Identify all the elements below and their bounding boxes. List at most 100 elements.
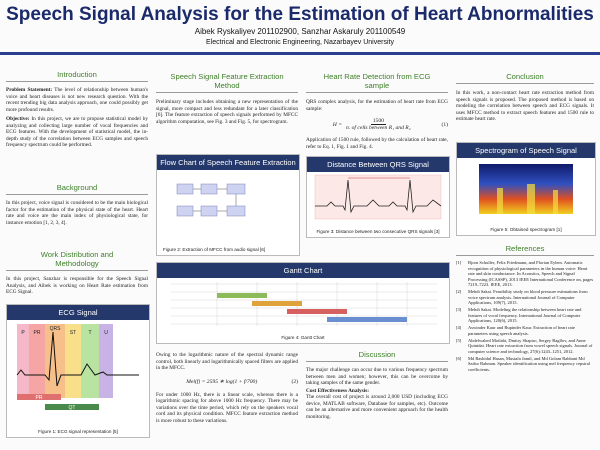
ecg-figure: ECG Signal P PR QRS ST T U PR QT Figure … xyxy=(6,304,150,438)
heading: Heart Rate Detection from ECG sample xyxy=(306,72,448,93)
heading: Background xyxy=(6,183,148,195)
feature-extraction-cont: Owing to the logarithmic nature of the s… xyxy=(156,352,298,424)
reference: [4] Aswinder Kaur and Rupinder Kaur. Extr… xyxy=(456,325,594,336)
text: In this project, we are to propose stati… xyxy=(6,116,149,148)
figure-heading: Spectrogram of Speech Signal xyxy=(457,143,595,158)
wave-label: ST xyxy=(70,330,76,336)
reference-number: [3] xyxy=(456,307,462,312)
equation: Mel(f) = 2595 ∗ log(1 + f/700) (2) xyxy=(156,379,298,385)
band xyxy=(99,324,113,398)
ecg-diagram: P PR QRS ST T U PR QT xyxy=(16,324,139,411)
wave-label: U xyxy=(104,330,108,336)
authors: Aibek Ryskaliyev 201102900, Sanzhar Aska… xyxy=(194,27,406,36)
interval xyxy=(17,394,61,400)
caption: Figure 3: Distance between two consecuti… xyxy=(316,229,440,234)
paragraph: Problem Statement: The level of relation… xyxy=(6,87,148,113)
figure-heading: ECG Signal xyxy=(7,305,149,320)
interval-label: QT xyxy=(69,405,76,411)
heading: Conclusion xyxy=(456,72,594,84)
numerator: 1500 xyxy=(370,118,386,125)
reference-text: Md Rashidul Hasan, Mustafa Jamil, and Md… xyxy=(468,355,590,372)
denominator: n. of cells between R₁ and R₂ xyxy=(346,125,411,131)
paragraph: The overall cost of project is around 2,… xyxy=(306,394,448,420)
reference-text: Aswinder Kaur and Rupinder Kaur. Extract… xyxy=(468,325,575,336)
wave-label: QRS xyxy=(50,326,62,332)
reference-text: Mehdi Sakai. Modeling the relationship b… xyxy=(468,307,582,323)
wave-label: P xyxy=(21,330,25,336)
paragraph: In this project, voice signal is conside… xyxy=(6,200,148,226)
label: Cost Effectiveness Analysis: xyxy=(306,387,369,394)
paragraph: For under 1000 Hz, there is a linear sca… xyxy=(156,391,298,424)
reference-number: [1] xyxy=(456,260,462,265)
paragraph: Objective: In this project, we are to pr… xyxy=(6,116,148,149)
reference: [1] Bjorn Schuller, Felix Friedmann, and … xyxy=(456,260,594,288)
equation-number: (2) xyxy=(291,378,298,385)
band xyxy=(17,324,29,398)
reference: [2] Mehdi Sakai. Feasibility study on blo… xyxy=(456,289,594,306)
interval xyxy=(45,404,99,410)
flow-chart-figure: Flow Chart of Speech Feature Extraction … xyxy=(156,154,300,256)
paragraph: In this project, Sanzhar is responsible … xyxy=(6,276,148,295)
reference: [5] Abdelwahed Motlabi, Dmitry Shapiro, S… xyxy=(456,338,594,355)
feature-extraction: Speech Signal Feature Extraction Method … xyxy=(156,72,298,125)
qrs-figure: Distance Between QRS Signal Figure 3: Di… xyxy=(306,156,450,238)
caption: Figure 4: Gantt Chart xyxy=(281,335,325,340)
caption: Figure 5: Obtained spectrogram [1] xyxy=(490,227,562,232)
spectrogram-image xyxy=(479,164,573,214)
figure-heading: Gantt Chart xyxy=(157,263,449,278)
fraction: 1500 n. of cells between R₁ and R₂ xyxy=(346,118,411,131)
reference-text: Mehdi Sakai. Feasibility study on blood … xyxy=(468,289,588,305)
paragraph: Application of 1500 rule, followed by th… xyxy=(306,137,448,150)
paragraph: QRS complex analysis, for the estimation… xyxy=(306,99,448,112)
heading: Speech Signal Feature Extraction Method xyxy=(156,72,298,93)
background: Background In this project, voice signal… xyxy=(6,183,148,226)
heart-rate: Heart Rate Detection from ECG sample QRS… xyxy=(306,72,448,150)
work-distribution: Work Distribution and Methodology In thi… xyxy=(6,250,148,296)
reference-list: [1] Bjorn Schuller, Felix Friedmann, and … xyxy=(456,260,594,372)
flow-diagram xyxy=(176,183,246,217)
paragraph: The major challenge can occur due to var… xyxy=(306,367,448,386)
band xyxy=(65,324,81,398)
caption: Figure 2: Extraction of MFCC from audio … xyxy=(163,247,266,252)
figure-heading: Distance Between QRS Signal xyxy=(307,157,449,172)
reference-text: Bjorn Schuller, Felix Friedmann, and Flo… xyxy=(468,260,594,287)
equation: H = 1500 n. of cells between R₁ and R₂ (1… xyxy=(306,118,448,131)
equation-body: Mel(f) = 2595 ∗ log(1 + f/700) xyxy=(186,378,258,385)
caption: Figure 1: ECG signal representation [5] xyxy=(38,429,118,434)
label: Objective: xyxy=(6,116,30,122)
title: Speech Signal Analysis for the Estimatio… xyxy=(6,4,594,25)
gantt-diagram xyxy=(171,282,437,326)
ecg-trace xyxy=(16,331,139,387)
reference-number: [5] xyxy=(456,337,462,343)
interval-label: PR xyxy=(36,395,43,401)
figure-heading: Flow Chart of Speech Feature Extraction xyxy=(157,155,299,170)
paragraph: In this work, a non-contact heart rate e… xyxy=(456,90,594,122)
wave-label: PR xyxy=(34,330,41,336)
heading: References xyxy=(456,244,594,256)
paragraph: Owing to the logarithmic nature of the s… xyxy=(156,352,298,371)
introduction: Introduction Problem Statement: The leve… xyxy=(6,70,148,149)
paragraph: Cost Effectiveness Analysis: xyxy=(306,388,448,395)
equation-lhs: H = xyxy=(332,121,343,128)
header-rule xyxy=(0,52,600,55)
label: Problem Statement: xyxy=(6,87,53,93)
band xyxy=(29,324,45,398)
paragraph: Preliminary stage includes obtaining a n… xyxy=(156,99,298,125)
heading: Work Distribution and Methodology xyxy=(6,250,148,271)
wave-label: T xyxy=(88,330,91,336)
gantt-figure: Gantt Chart Figure 4: Gantt Chart xyxy=(156,262,450,344)
reference-number: [4] xyxy=(456,325,462,330)
spectrogram-figure: Spectrogram of Speech Signal Figure 5: O… xyxy=(456,142,596,236)
text: The level of relationship between human'… xyxy=(6,87,149,113)
band xyxy=(81,324,99,398)
heading: Discussion xyxy=(306,350,448,362)
reference-text: Abdelwahed Motlabi, Dmitry Shapiro, Serg… xyxy=(468,337,593,354)
discussion: Discussion The major challenge can occur… xyxy=(306,350,448,420)
affiliation: Electrical and Electronic Engineering, N… xyxy=(206,39,394,46)
qrs-diagram xyxy=(314,174,442,220)
reference: [3] Mehdi Sakai. Modeling the relationshi… xyxy=(456,307,594,324)
heading: Introduction xyxy=(6,70,148,82)
equation-number: (1) xyxy=(441,121,448,128)
